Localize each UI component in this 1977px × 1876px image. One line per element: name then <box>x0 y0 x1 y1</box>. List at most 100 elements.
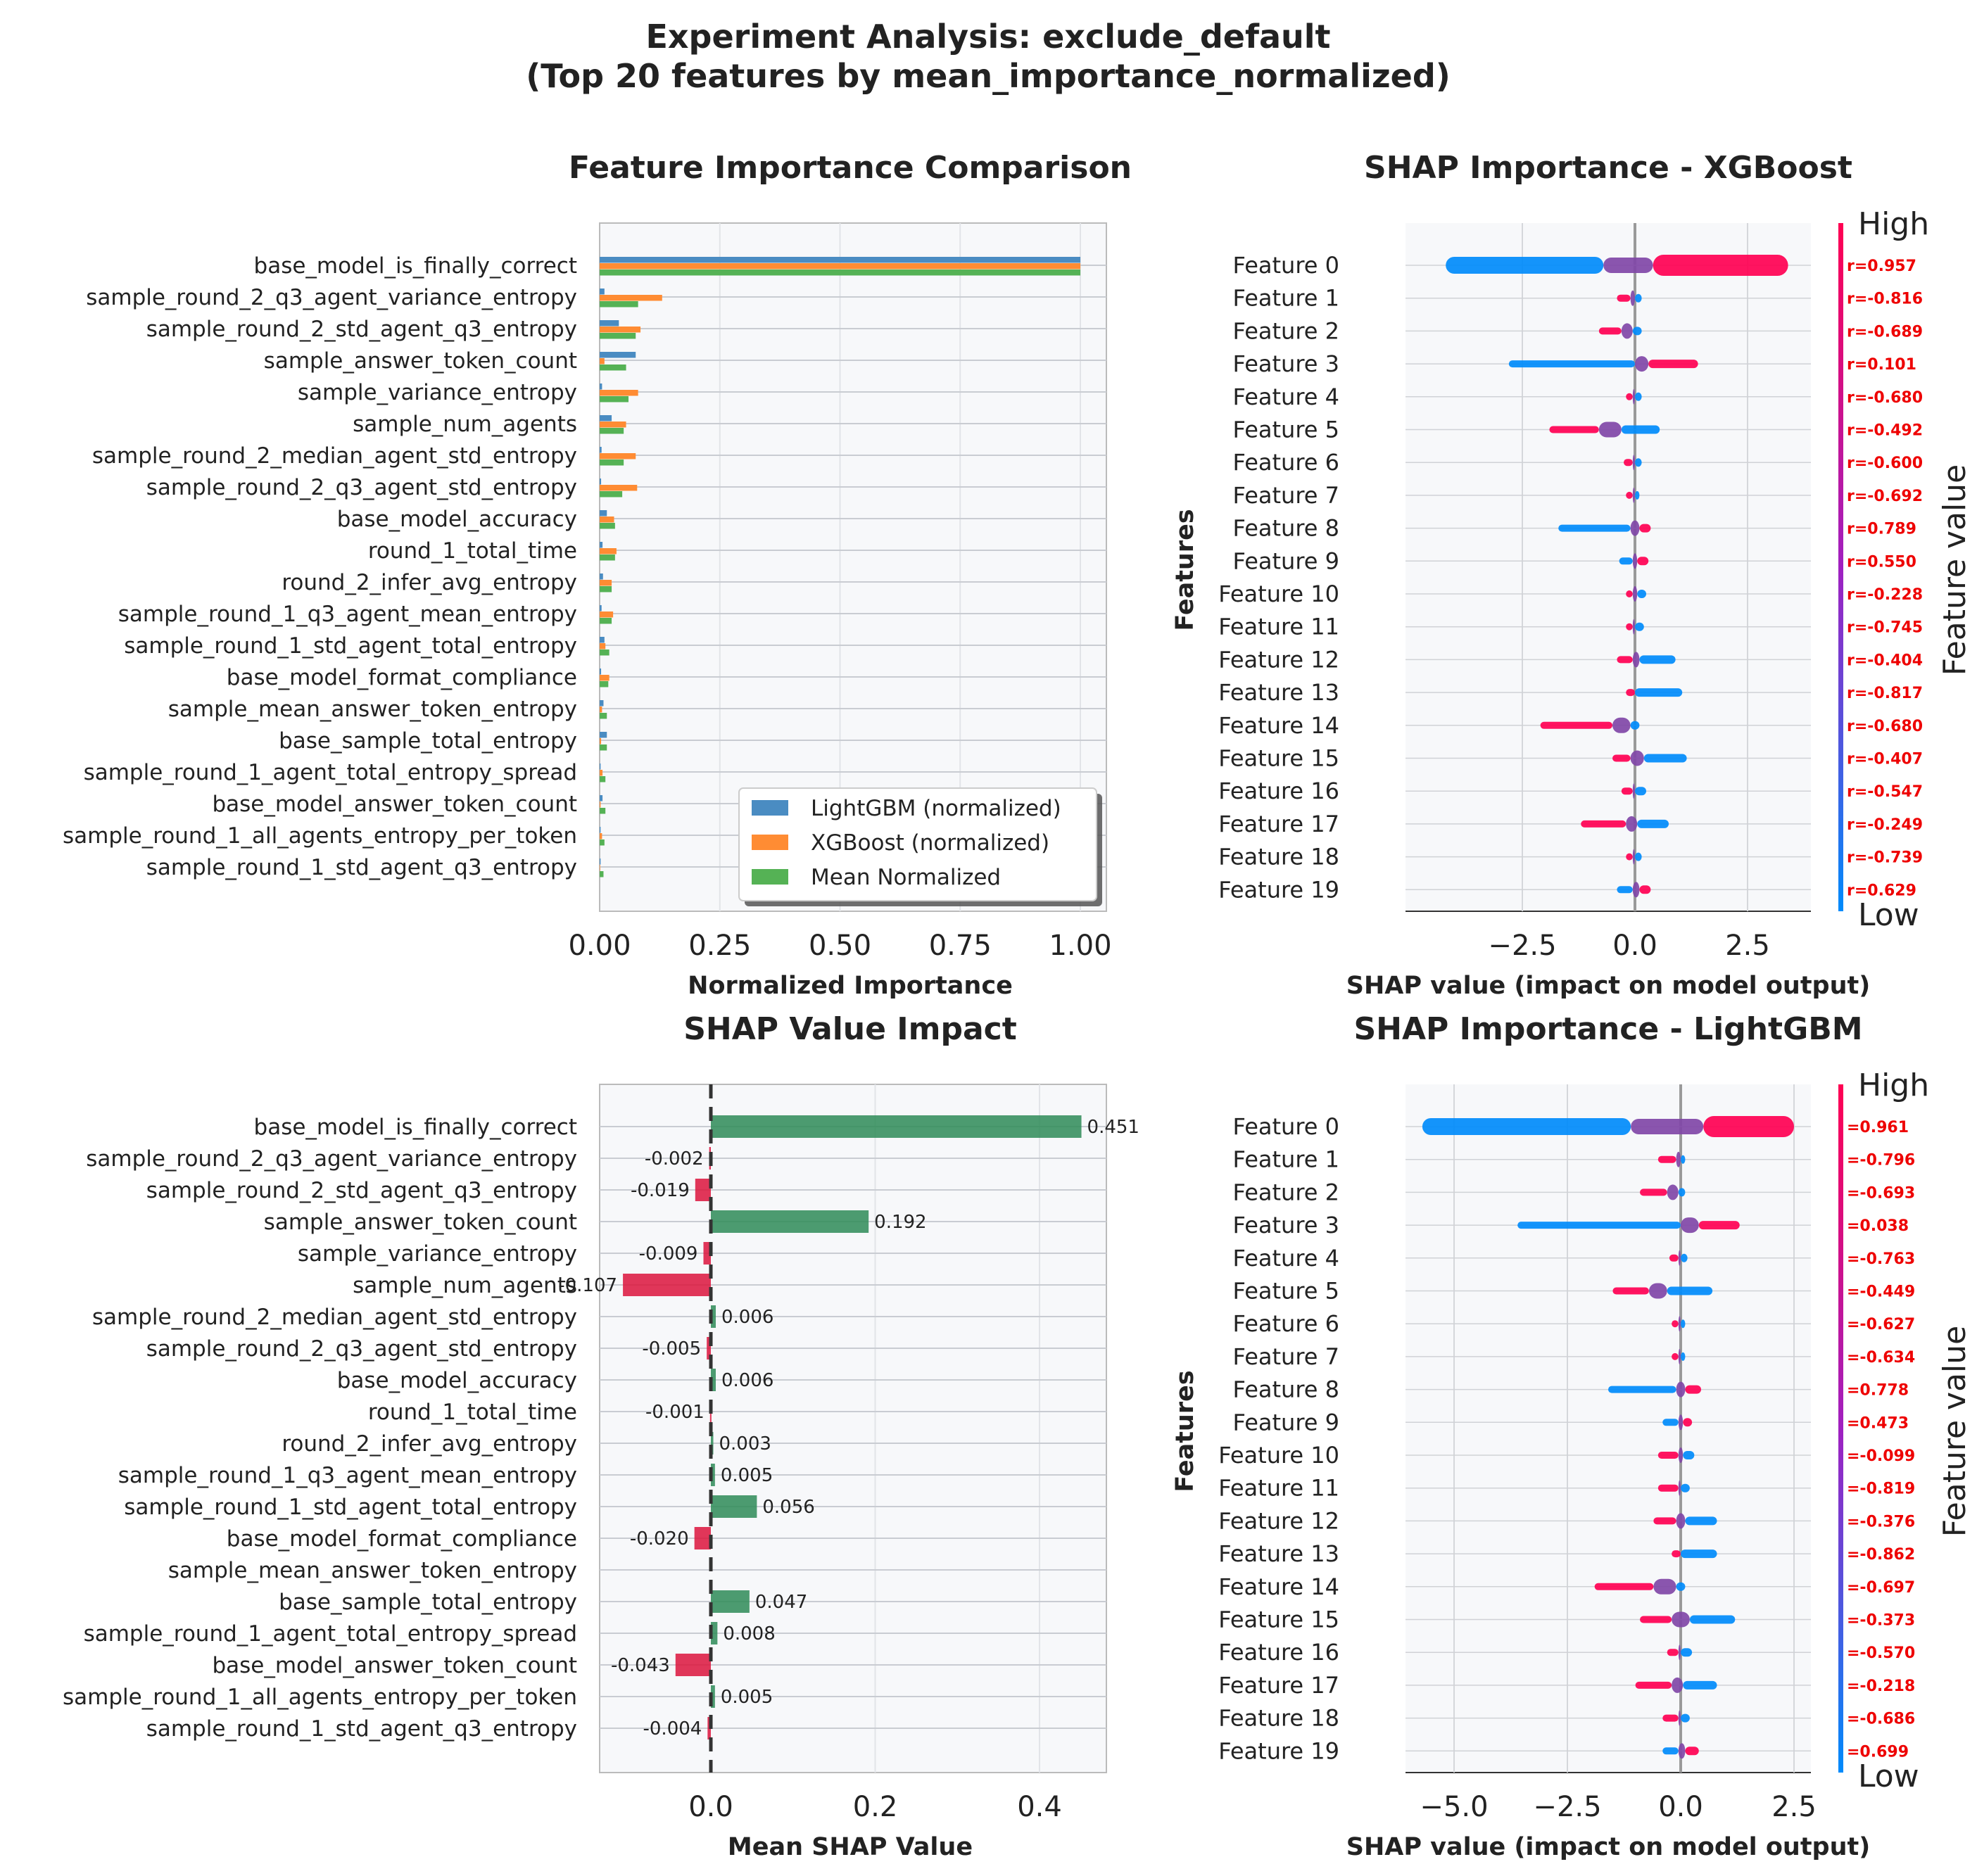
importance-bar <box>600 605 602 611</box>
importance-bar <box>600 675 609 681</box>
lgbm-beeswarm-segment <box>1672 1550 1681 1558</box>
lgbm-panel-title: SHAP Importance - LightGBM <box>1353 1011 1862 1047</box>
xgb-correlation-label: r=-0.817 <box>1847 685 1923 702</box>
importance-bar <box>600 510 607 516</box>
xgb-beeswarm-segment <box>1643 754 1687 763</box>
xgb-beeswarm-segment <box>1612 754 1631 762</box>
lgbm-feature-label: Feature 8 <box>1233 1376 1339 1403</box>
xgb-correlation-label: r=-0.492 <box>1847 422 1923 440</box>
importance-bar <box>600 447 602 453</box>
shap-impact-bar <box>623 1274 711 1296</box>
lgbm-beeswarm-segment <box>1676 1513 1686 1529</box>
xgb-beeswarm-segment <box>1635 787 1646 796</box>
importance-legend: LightGBM (normalized) XGBoost (normalize… <box>738 787 1102 906</box>
xgb-x-tick: 2.5 <box>1725 930 1770 962</box>
shap-impact-feature-label: base_model_is_finally_correct <box>254 1115 577 1140</box>
shap-impact-value-label: -0.107 <box>558 1275 617 1296</box>
xgb-feature-label: Feature 19 <box>1218 876 1339 903</box>
xgb-feature-label: Feature 11 <box>1218 614 1339 640</box>
xgb-correlation-label: r=-0.228 <box>1847 586 1923 604</box>
xgb-feature-label: Feature 14 <box>1218 712 1339 739</box>
xgb-beeswarm-segment <box>1637 557 1649 566</box>
lgbm-correlation-label: =-0.627 <box>1847 1316 1915 1333</box>
shap-impact-feature-label: base_model_format_compliance <box>227 1526 577 1552</box>
xgb-feature-label: Feature 18 <box>1218 844 1339 870</box>
lgbm-beeswarm-segment <box>1662 1419 1679 1426</box>
importance-bar <box>600 548 617 554</box>
xgb-beeswarm-segment <box>1598 327 1622 335</box>
lgbm-feature-label: Feature 18 <box>1218 1705 1339 1732</box>
xgb-beeswarm-segment <box>1632 849 1635 865</box>
lgbm-correlation-label: =-0.099 <box>1847 1447 1915 1465</box>
importance-x-ticks: 0.00 0.25 0.50 0.75 1.00 <box>568 930 1111 962</box>
shap-impact-bar <box>711 1590 750 1613</box>
importance-bar <box>600 776 606 782</box>
shap-value-impact-panel: SHAP Value Impact 0.451 -0.002 -0.019 0.192… <box>63 1011 1139 1861</box>
importance-x-tick: 0.00 <box>568 930 631 962</box>
lgbm-beeswarm-segment <box>1681 1155 1686 1164</box>
shap-impact-x-tick: 0.0 <box>688 1791 733 1823</box>
xgb-feature-label: Feature 3 <box>1233 350 1339 377</box>
lgbm-beeswarm-segment <box>1594 1583 1654 1590</box>
lgbm-x-tick: 0.0 <box>1658 1791 1703 1823</box>
xgb-beeswarm-segment <box>1632 882 1640 898</box>
lgbm-colorbar <box>1838 1084 1843 1773</box>
importance-bar <box>600 327 641 333</box>
legend-box <box>738 787 1097 901</box>
xgb-beeswarm-segment <box>1632 783 1635 799</box>
xgb-beeswarm-segment <box>1635 356 1649 372</box>
importance-feature-label: base_model_format_compliance <box>227 665 577 690</box>
shap-impact-bar <box>711 1115 1082 1138</box>
xgb-feature-label: Feature 16 <box>1218 778 1339 804</box>
xgb-beeswarm-segment <box>1635 293 1642 303</box>
lgbm-feature-label: Feature 14 <box>1218 1573 1339 1600</box>
lgbm-correlation-label: =-0.693 <box>1847 1184 1915 1202</box>
shap-impact-bar <box>711 1369 716 1391</box>
lgbm-beeswarm-segment <box>1681 1483 1690 1492</box>
lgbm-beeswarm-segment <box>1608 1386 1676 1393</box>
lgbm-correlation-labels: =0.961 =-0.796 =-0.693 =0.038 =-0.763 =-0.449… <box>1847 1119 1915 1761</box>
lgbm-beeswarm-segment <box>1662 1747 1679 1755</box>
lgbm-feature-label: Feature 13 <box>1218 1540 1339 1567</box>
xgb-gridlines <box>1406 223 1811 911</box>
lgbm-beeswarm-segment <box>1685 1747 1699 1756</box>
lgbm-correlation-label: =-0.218 <box>1847 1678 1915 1695</box>
xgb-beeswarm-segment <box>1603 258 1653 273</box>
importance-bar <box>600 270 1080 276</box>
importance-bar <box>600 320 619 327</box>
shap-impact-feature-label: base_sample_total_entropy <box>279 1590 577 1615</box>
lgbm-beeswarm-segment <box>1672 1352 1679 1360</box>
shap-impact-value-label: 0.451 <box>1087 1117 1139 1138</box>
lgbm-beeswarm-segment <box>1698 1221 1740 1230</box>
lgbm-beeswarm-segment <box>1517 1222 1681 1229</box>
shap-impact-value-label: 0.003 <box>719 1433 771 1454</box>
lgbm-feature-label: Feature 6 <box>1233 1310 1339 1337</box>
lgbm-x-tick: −2.5 <box>1533 1791 1601 1823</box>
figure-title-line-2: (Top 20 features by mean_importance_norm… <box>526 57 1451 95</box>
lgbm-feature-label: Feature 9 <box>1233 1409 1339 1435</box>
lgbm-beeswarm <box>1422 1116 1794 1759</box>
lgbm-beeswarm-segment <box>1640 1189 1667 1196</box>
xgb-beeswarm-segment <box>1619 557 1633 565</box>
lgbm-correlation-label: =0.473 <box>1847 1414 1909 1432</box>
importance-x-axis-label: Normalized Importance <box>688 972 1013 1000</box>
importance-gridlines <box>600 223 1106 911</box>
lgbm-beeswarm-segment <box>1612 1287 1649 1295</box>
lgbm-correlation-label: =-0.449 <box>1847 1284 1915 1301</box>
xgb-beeswarm-segment <box>1635 392 1642 401</box>
importance-feature-label: sample_mean_answer_token_entropy <box>168 697 577 722</box>
lgbm-beeswarm-segment <box>1672 1677 1684 1693</box>
lgbm-beeswarm-segment <box>1689 1615 1736 1624</box>
importance-bar <box>600 415 612 422</box>
shap-impact-value-label: -0.002 <box>645 1148 704 1170</box>
lgbm-x-axis-label: SHAP value (impact on model output) <box>1346 1833 1871 1861</box>
shap-impact-bar <box>675 1654 711 1676</box>
lgbm-beeswarm-segment <box>1678 1644 1681 1661</box>
importance-bar <box>600 453 636 460</box>
lgbm-beeswarm-segment <box>1681 1713 1690 1723</box>
shap-impact-x-tick: 0.2 <box>853 1791 898 1823</box>
lgbm-beeswarm-segment <box>1703 1116 1794 1137</box>
xgb-beeswarm-segment <box>1558 524 1631 532</box>
xgb-feature-label: Feature 1 <box>1233 285 1339 312</box>
